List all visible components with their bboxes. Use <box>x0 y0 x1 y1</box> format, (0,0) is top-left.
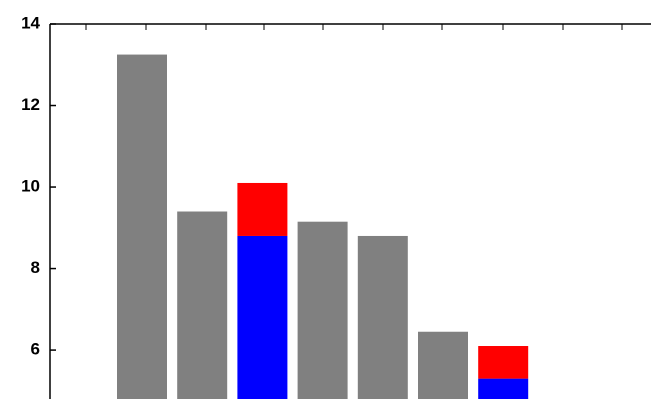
y-tick-label: 8 <box>31 258 40 277</box>
bar-segment <box>117 54 167 399</box>
y-tick-label: 6 <box>31 340 40 359</box>
bar-segment <box>478 378 529 399</box>
bar-segment <box>418 331 468 399</box>
y-tick-label: 14 <box>21 13 40 32</box>
bar-segment <box>237 182 288 236</box>
bar-segment <box>177 211 228 399</box>
y-tick-label: 12 <box>21 95 40 114</box>
bar-segment <box>478 346 529 379</box>
y-tick-label: 10 <box>21 177 40 196</box>
bar-segment <box>237 235 288 399</box>
top-axis-ticks <box>85 24 623 30</box>
bar-segment <box>357 235 408 399</box>
bar-segment <box>297 221 348 399</box>
